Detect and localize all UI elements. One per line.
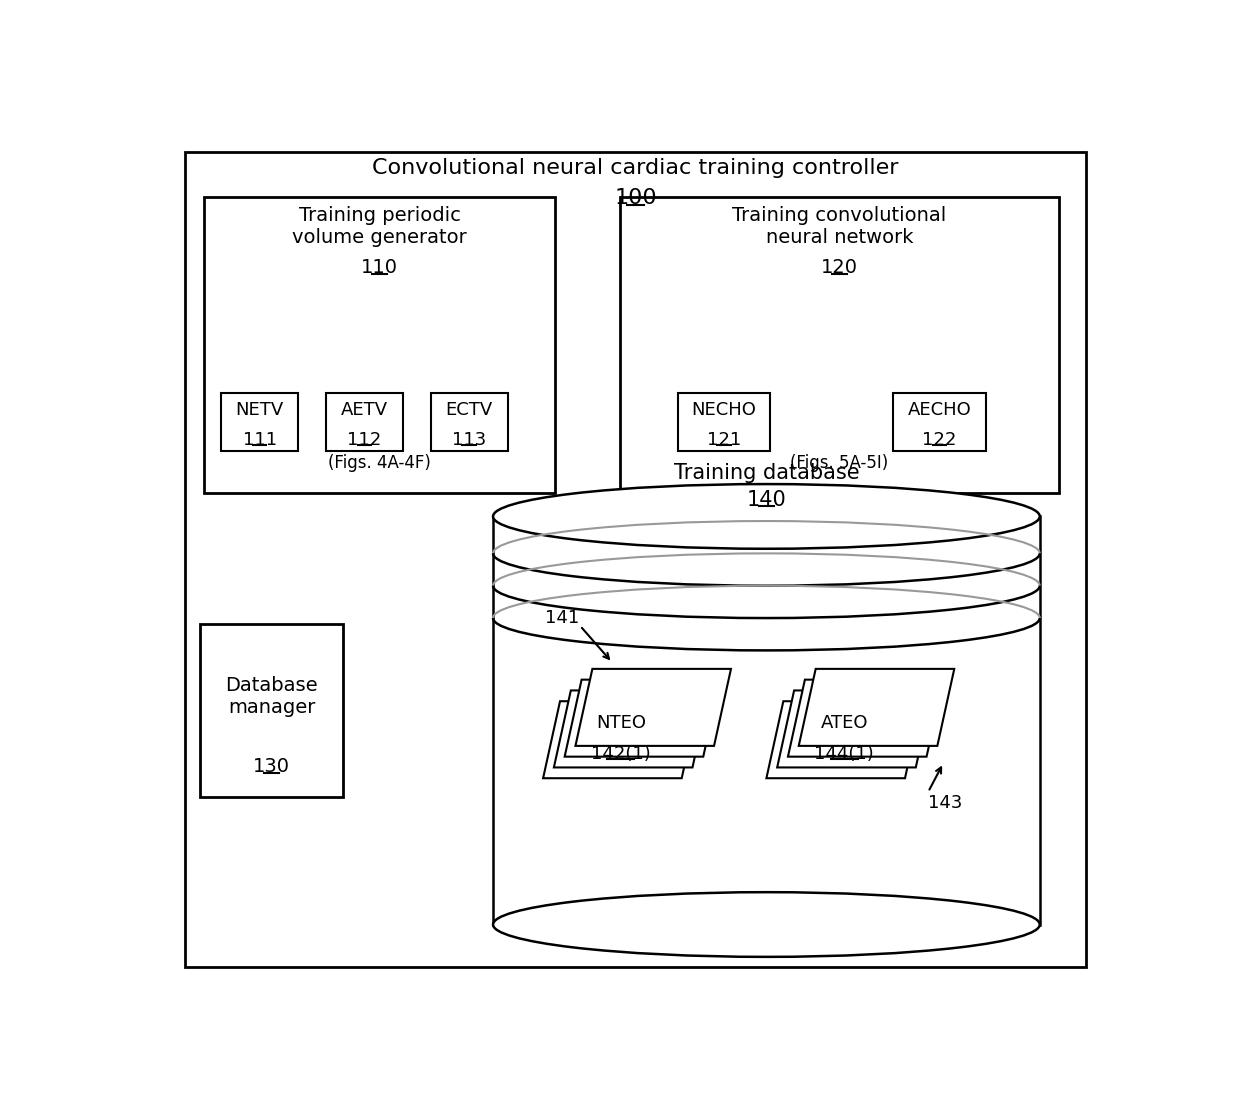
- Text: Training periodic
volume generator: Training periodic volume generator: [293, 206, 466, 247]
- Text: Convolutional neural cardiac training controller: Convolutional neural cardiac training co…: [372, 158, 899, 178]
- Bar: [620, 197, 1059, 493]
- Text: 113: 113: [453, 431, 486, 449]
- Text: (Figs. 5A-5I): (Figs. 5A-5I): [790, 454, 889, 472]
- Text: NECHO: NECHO: [692, 401, 756, 419]
- Polygon shape: [575, 669, 730, 746]
- Bar: [201, 624, 343, 798]
- Text: (Figs. 4A-4F): (Figs. 4A-4F): [329, 454, 432, 472]
- Text: 111: 111: [243, 431, 277, 449]
- Text: 143: 143: [928, 793, 962, 812]
- Text: Training convolutional
neural network: Training convolutional neural network: [733, 206, 946, 247]
- Text: AETV: AETV: [341, 401, 388, 419]
- Polygon shape: [766, 701, 921, 778]
- Bar: [326, 393, 403, 451]
- Bar: [221, 393, 299, 451]
- Text: 141: 141: [546, 609, 579, 627]
- Text: 110: 110: [361, 258, 398, 277]
- Text: NTEO: NTEO: [596, 714, 646, 731]
- Polygon shape: [799, 669, 955, 746]
- Text: 100: 100: [614, 187, 657, 207]
- Text: AECHO: AECHO: [908, 401, 971, 419]
- Text: 144(1): 144(1): [815, 745, 874, 763]
- Text: ECTV: ECTV: [445, 401, 492, 419]
- Text: 122: 122: [923, 431, 957, 449]
- Polygon shape: [564, 679, 720, 757]
- Text: 142(1): 142(1): [591, 745, 651, 763]
- Bar: [678, 393, 770, 451]
- Bar: [205, 197, 554, 493]
- Text: 140: 140: [746, 490, 786, 511]
- Polygon shape: [554, 690, 709, 768]
- Bar: [894, 393, 986, 451]
- Text: Database
manager: Database manager: [226, 677, 317, 718]
- Text: ATEO: ATEO: [821, 714, 868, 731]
- Text: 120: 120: [821, 258, 858, 277]
- Bar: [430, 393, 507, 451]
- Text: Training database: Training database: [673, 462, 859, 482]
- Ellipse shape: [494, 484, 1040, 548]
- Ellipse shape: [494, 892, 1040, 957]
- Text: 121: 121: [707, 431, 742, 449]
- Text: 130: 130: [253, 758, 290, 777]
- Polygon shape: [543, 701, 698, 778]
- Text: 112: 112: [347, 431, 382, 449]
- Bar: [494, 516, 1040, 924]
- Text: NETV: NETV: [236, 401, 284, 419]
- Polygon shape: [787, 679, 944, 757]
- Polygon shape: [777, 690, 932, 768]
